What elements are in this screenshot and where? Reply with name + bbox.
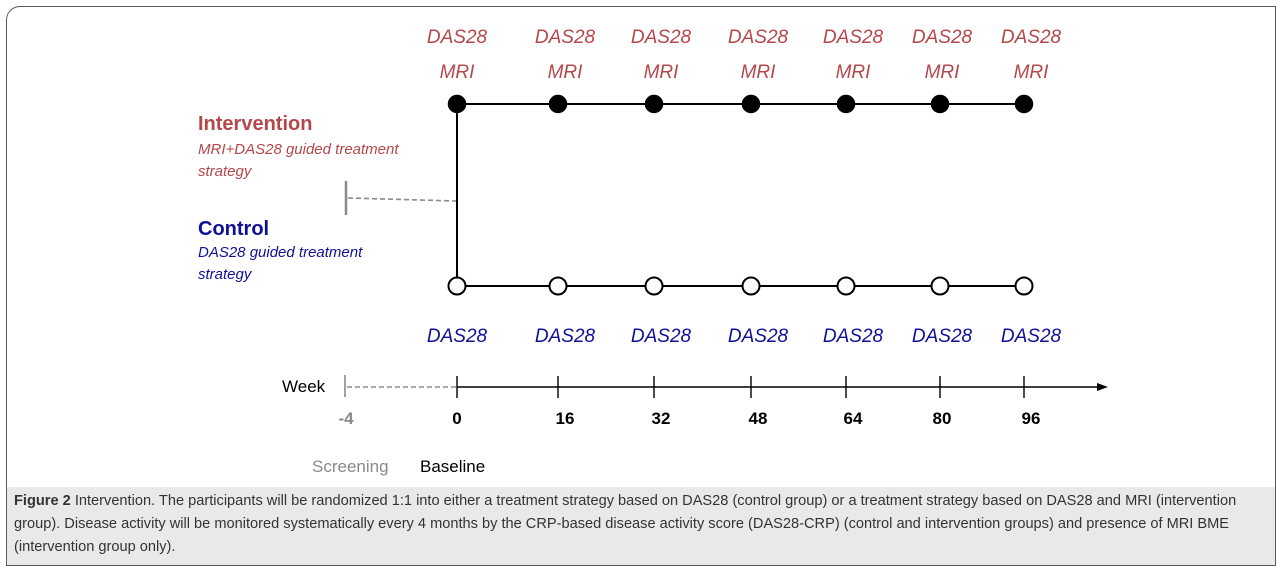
intervention-label-mri-week-48: MRI	[741, 62, 777, 83]
intervention-label-das28-week-32: DAS28	[631, 27, 692, 48]
tick-label-week-96: 96	[1022, 409, 1041, 428]
intervention-label-mri-week-64: MRI	[836, 62, 872, 83]
control-title: Control	[198, 218, 269, 240]
tick-label-minus4: -4	[338, 409, 354, 428]
tick-label-week-48: 48	[749, 409, 768, 428]
intervention-timepoint-week-96	[1014, 94, 1034, 114]
intervention-subtitle-2: strategy	[198, 163, 253, 180]
screening-dashed-connector	[347, 197, 457, 202]
intervention-label-das28-week-96: DAS28	[1001, 27, 1062, 48]
intervention-timepoint-week-0	[447, 94, 467, 114]
control-subtitle-1: DAS28 guided treatment	[198, 244, 363, 261]
control-label-das28-week-16: DAS28	[535, 326, 596, 347]
axis-label-week: Week	[282, 377, 326, 396]
intervention-label-mri-week-0: MRI	[440, 62, 476, 83]
intervention-timepoint-week-80	[930, 94, 950, 114]
control-timepoint-week-48	[741, 276, 761, 296]
tick-label-week-0: 0	[452, 409, 461, 428]
intervention-timepoint-week-16	[548, 94, 568, 114]
caption-text: Intervention. The participants will be r…	[14, 493, 1237, 555]
intervention-label-mri-week-16: MRI	[548, 62, 584, 83]
intervention-label-mri-week-80: MRI	[925, 62, 961, 83]
caption-background	[7, 487, 1275, 565]
control-timepoint-week-64	[836, 276, 856, 296]
control-label-das28-week-48: DAS28	[728, 326, 789, 347]
intervention-label-das28-week-48: DAS28	[728, 27, 789, 48]
figure-frame	[6, 6, 1276, 566]
caption-label: Figure 2	[14, 493, 71, 509]
control-timepoint-week-0	[447, 276, 467, 296]
baseline-label: Baseline	[420, 457, 485, 476]
control-label-das28-week-32: DAS28	[631, 326, 692, 347]
intervention-subtitle-1: MRI+DAS28 guided treatment	[198, 141, 399, 158]
intervention-label-das28-week-0: DAS28	[427, 27, 488, 48]
tick-label-week-16: 16	[556, 409, 575, 428]
figure-caption: Figure 2 Intervention. The participants …	[14, 490, 1264, 559]
tick-label-week-32: 32	[652, 409, 671, 428]
control-label-das28-week-80: DAS28	[912, 326, 973, 347]
intervention-label-das28-week-16: DAS28	[535, 27, 596, 48]
control-timepoint-week-80	[930, 276, 950, 296]
tick-label-week-64: 64	[844, 409, 863, 428]
intervention-label-das28-week-64: DAS28	[823, 27, 884, 48]
screening-label: Screening	[312, 457, 389, 476]
intervention-timepoint-week-48	[741, 94, 761, 114]
timeline-arrowhead	[1097, 383, 1108, 391]
control-timepoint-week-32	[644, 276, 664, 296]
control-timepoint-week-96	[1014, 276, 1034, 296]
intervention-label-mri-week-96: MRI	[1014, 62, 1050, 83]
timepoints-layer: DAS28 MRI DAS28 0 DAS28 MRI DAS28 16 DAS28 MRI DAS…	[427, 27, 1062, 428]
intervention-timepoint-week-32	[644, 94, 664, 114]
control-label-das28-week-0: DAS28	[427, 326, 488, 347]
tick-label-week-80: 80	[933, 409, 952, 428]
control-subtitle-2: strategy	[198, 266, 253, 283]
control-label-das28-week-96: DAS28	[1001, 326, 1062, 347]
intervention-timepoint-week-64	[836, 94, 856, 114]
control-label-das28-week-64: DAS28	[823, 326, 884, 347]
intervention-label-das28-week-80: DAS28	[912, 27, 973, 48]
intervention-label-mri-week-32: MRI	[644, 62, 680, 83]
intervention-title: Intervention	[198, 113, 312, 135]
control-timepoint-week-16	[548, 276, 568, 296]
